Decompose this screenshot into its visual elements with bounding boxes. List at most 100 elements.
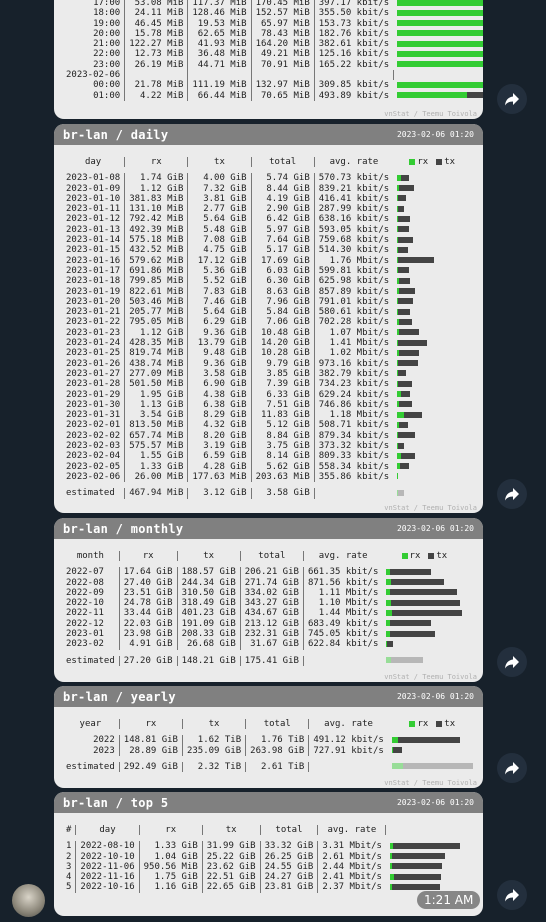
table-cell: 6.59 GiB — [187, 451, 252, 462]
table-cell: 599.81 kbit/s — [313, 265, 394, 277]
table-cell: 191.09 GiB — [176, 618, 241, 630]
table-cell: 65.97 MiB — [250, 18, 315, 29]
table-cell: 1.04 GiB — [138, 851, 203, 862]
usage-bar — [393, 328, 471, 338]
table-cell: 2 — [66, 851, 72, 862]
table-row: 5 2022-10-16 1.16 GiB 22.65 GiB 23.81 GiB 2.3… — [62, 882, 464, 893]
table-row: 2023-01-21 205.77 MiB 5.64 GiB 5.84 GiB 580.… — [62, 307, 471, 318]
table-cell: 10.28 GiB — [250, 348, 315, 359]
tx-bar — [387, 640, 394, 647]
rx-bar — [397, 298, 399, 305]
rx-bar — [397, 463, 401, 470]
yearly-header: br-lan / yearly 2023-02-06 01:20 — [54, 686, 483, 707]
table-cell: 8.29 GiB — [187, 410, 252, 421]
yearly-date: 2023-02-06 01:20 — [396, 692, 474, 701]
table-cell: 8.44 GiB — [250, 183, 315, 194]
share-button[interactable] — [497, 880, 527, 910]
daily-card: br-lan / daily 2023-02-06 01:20 day rx tx t… — [54, 124, 483, 513]
table-cell: 3.75 GiB — [250, 441, 315, 452]
share-button[interactable] — [497, 753, 527, 783]
table-cell: 1 — [66, 841, 72, 852]
table-cell: 9.36 GiB — [187, 327, 252, 339]
tx-bar — [391, 853, 445, 860]
rx-bar — [389, 842, 393, 849]
usage-bar — [393, 462, 471, 472]
table-row: 2023-01-23 1.12 GiB 9.36 GiB 10.48 GiB 1.07 … — [62, 327, 471, 339]
rx-bar — [386, 620, 391, 627]
table-row: 2023-01-28 501.50 MiB 6.90 GiB 7.39 GiB 734.… — [62, 379, 471, 390]
table-cell: 2023-01-17 — [66, 265, 121, 276]
usage-bar — [393, 287, 471, 297]
usage-bar — [393, 29, 483, 39]
avatar[interactable] — [12, 884, 45, 917]
tx-bar — [392, 747, 402, 754]
table-cell: 438.74 MiB — [124, 358, 188, 369]
table-cell: 355.86 kbit/s — [313, 471, 394, 483]
table-cell: 514.30 kbit/s — [313, 245, 394, 256]
rx-bar — [397, 0, 483, 6]
table-cell: 3.58 GiB — [187, 368, 252, 380]
table-cell: 33.44 GiB — [118, 608, 178, 619]
rx-bar — [389, 863, 392, 870]
table-cell: 428.35 MiB — [124, 338, 188, 349]
tx-bar — [397, 736, 460, 743]
table-cell: 1.11 Mbit/s — [302, 587, 383, 599]
tx-bar — [392, 609, 463, 616]
table-cell: 7.83 GiB — [187, 286, 252, 297]
table-cell: 175.41 GiB — [239, 655, 304, 666]
table-cell: 122.27 MiB — [124, 39, 188, 50]
table-cell: 8.84 GiB — [250, 430, 315, 442]
tx-bar — [398, 195, 407, 202]
table-row: 22:00 12.73 MiB 36.48 MiB 49.21 MiB 125.16 k… — [62, 49, 483, 60]
share-button[interactable] — [497, 479, 527, 509]
table-cell: 575.57 MiB — [124, 441, 188, 452]
table-cell: 188.57 GiB — [176, 567, 241, 578]
rx-bar — [397, 308, 399, 315]
usage-bar — [393, 400, 471, 410]
table-cell: 575.18 MiB — [124, 235, 188, 246]
table-cell: 5.62 GiB — [250, 461, 315, 472]
share-button[interactable] — [497, 647, 527, 677]
table-cell: 3.12 GiB — [187, 488, 252, 499]
table-cell: 11.83 GiB — [250, 410, 315, 421]
table-cell — [308, 761, 388, 773]
top5-header: br-lan / top 5 2023-02-06 01:20 — [54, 792, 483, 813]
legend: rx tx — [393, 157, 471, 167]
table-cell: 208.33 GiB — [176, 629, 241, 640]
rx-legend-swatch — [409, 720, 416, 727]
rx-bar — [397, 81, 483, 88]
tx-legend-label: tx — [444, 157, 456, 167]
table-cell: 2022-09 — [66, 587, 104, 598]
table-cell: 2022-11-06 — [75, 861, 140, 873]
table-cell: 2023-02-06 — [66, 70, 121, 81]
table-cell: 17.12 GiB — [187, 255, 252, 266]
table-cell: 2023-01-18 — [66, 276, 121, 287]
table-cell: 148.21 GiB — [176, 655, 241, 666]
column-header: day — [75, 825, 140, 836]
table-row: 2023-01-20 503.46 MiB 7.46 GiB 7.96 GiB 791.… — [62, 296, 471, 308]
rx-bar — [397, 473, 399, 480]
tx-bar — [398, 370, 407, 377]
table-cell: 1.44 Mbit/s — [302, 608, 383, 619]
rx-bar — [397, 267, 399, 274]
table-cell: 638.16 kbit/s — [313, 214, 394, 225]
table-cell: 1.74 GiB — [124, 173, 188, 184]
table-cell: 7.46 GiB — [187, 296, 252, 308]
table-cell: 7.51 GiB — [250, 399, 315, 411]
share-button[interactable] — [497, 84, 527, 114]
column-header: avg. rate — [302, 551, 383, 562]
table-cell: 203.63 MiB — [250, 471, 315, 483]
tx-legend-label: tx — [444, 719, 456, 729]
table-cell: 3.54 GiB — [124, 410, 188, 421]
tx-bar — [391, 599, 461, 606]
usage-bar — [393, 0, 483, 8]
table-cell: 809.33 kbit/s — [313, 451, 394, 462]
table-cell: 70.91 MiB — [250, 59, 315, 71]
table-cell: 819.74 MiB — [124, 348, 188, 359]
usage-bar — [393, 317, 471, 327]
table-row: 2023-01 23.98 GiB 208.33 GiB 232.31 GiB 745.… — [62, 629, 466, 640]
table-cell: 22.51 GiB — [201, 872, 261, 883]
hourly-card: 17:00 53.08 MiB 117.37 MiB 170.45 MiB 397.17… — [54, 0, 483, 119]
table-cell: 3.19 GiB — [187, 441, 252, 452]
tx-bar — [399, 349, 420, 356]
